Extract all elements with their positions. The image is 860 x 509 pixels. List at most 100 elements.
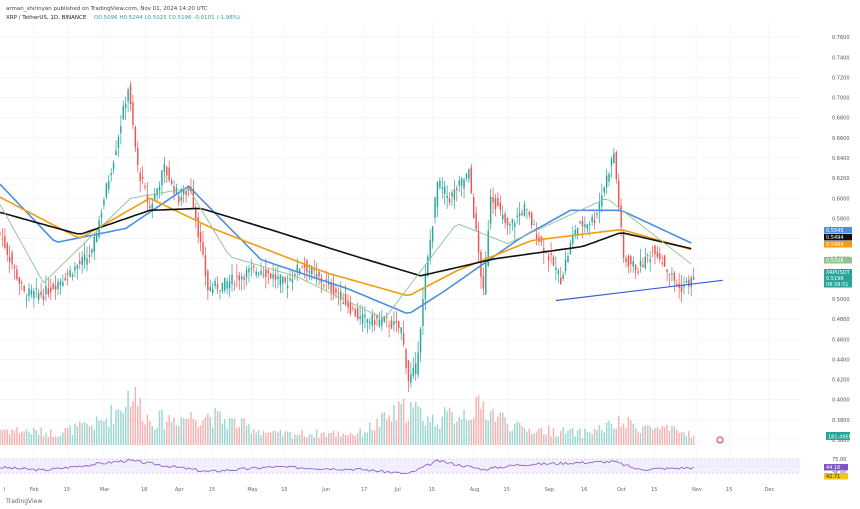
volume-bar xyxy=(591,434,593,445)
candle-body xyxy=(456,188,458,191)
candle-body xyxy=(260,270,262,275)
volume-bar xyxy=(35,430,37,445)
volume-bar xyxy=(163,428,166,445)
volume-bar xyxy=(443,407,446,445)
candle-body xyxy=(371,314,373,326)
candle-body xyxy=(543,248,545,253)
volume-bar xyxy=(8,434,11,445)
volume-bar xyxy=(337,431,340,445)
volume-bar xyxy=(88,426,91,445)
candle-body xyxy=(615,151,618,180)
candle-body xyxy=(407,360,410,382)
support-trendline[interactable] xyxy=(555,279,723,302)
candle-body xyxy=(642,264,644,268)
candle-body xyxy=(622,232,625,258)
volume-bar xyxy=(414,402,417,445)
candle-body xyxy=(572,234,574,244)
time-axis[interactable]: I Feb 15 Mar 18 Apr 15 May 15 Jun 17 Jul 15 Aug 15 Sep 1… xyxy=(4,487,775,493)
volume-bar xyxy=(170,422,173,445)
candle-body xyxy=(688,279,690,287)
candle-body xyxy=(344,294,347,305)
volume-bar xyxy=(405,422,407,445)
candle-body xyxy=(446,195,448,199)
candle-body xyxy=(683,285,685,287)
price-tick-label: 0.5000 xyxy=(832,297,850,303)
volume-bar xyxy=(23,431,25,445)
volume-bar xyxy=(16,426,18,445)
volume-bar xyxy=(30,434,33,445)
candle-body xyxy=(366,319,369,323)
candle-body xyxy=(673,272,676,281)
candle-body xyxy=(376,315,378,319)
candle-body xyxy=(388,325,390,327)
volume-bar xyxy=(523,427,526,445)
candle-body xyxy=(501,214,504,220)
candle-body xyxy=(651,250,654,252)
volume-bar xyxy=(562,427,564,445)
volume-bar xyxy=(306,437,308,445)
volume-bar xyxy=(209,417,211,445)
candle-body xyxy=(265,269,267,277)
symbol-title: XRP / TetherUS, 1D, BINANCE xyxy=(6,15,87,21)
volume-bar xyxy=(282,435,284,445)
candle-body xyxy=(465,173,468,179)
candle-body xyxy=(659,253,661,260)
volume-bar xyxy=(120,410,122,445)
moving-average-line xyxy=(0,183,692,314)
volume-bar xyxy=(509,431,511,445)
volume-bar xyxy=(550,436,552,445)
alert-icon[interactable] xyxy=(716,436,724,444)
volume-bar xyxy=(257,430,260,445)
volume-bar xyxy=(564,433,567,445)
volume-bar xyxy=(407,420,410,445)
candle-body xyxy=(654,245,656,255)
volume-bar xyxy=(647,425,649,445)
candle-body xyxy=(23,286,25,291)
rsi-line xyxy=(0,458,694,475)
candle-body xyxy=(364,314,366,318)
candle-body xyxy=(30,289,33,295)
candle-body xyxy=(327,282,330,285)
candle-body xyxy=(95,235,98,243)
time-tick-label: Jul xyxy=(394,487,401,493)
volume-bar xyxy=(33,427,35,445)
moving-average-line xyxy=(0,196,692,297)
volume-bar xyxy=(141,420,144,445)
volume-bar xyxy=(284,431,286,445)
volume-bar xyxy=(286,431,289,445)
candle-body xyxy=(547,255,550,261)
volume-bar xyxy=(274,430,277,445)
volume-bar xyxy=(470,419,473,445)
volume-bar xyxy=(93,429,95,445)
volume-bar xyxy=(262,431,265,445)
candle-body xyxy=(88,254,91,257)
candle-body xyxy=(661,262,663,264)
candle-body xyxy=(499,202,502,211)
price-label-bg xyxy=(824,275,852,282)
volume-bar xyxy=(240,418,243,445)
volume-bar xyxy=(472,418,475,445)
volume-bar xyxy=(347,435,349,445)
candle-body xyxy=(335,288,337,293)
volume-bar xyxy=(555,436,557,445)
candle-body xyxy=(112,162,115,170)
time-tick-label: Oct xyxy=(617,487,626,493)
candle-body xyxy=(139,172,141,182)
volume-bar xyxy=(248,423,250,445)
volume-bar xyxy=(504,417,506,445)
volume-bar xyxy=(272,431,274,445)
volume-bar xyxy=(175,425,178,445)
candle-body xyxy=(1,238,4,240)
candle-body xyxy=(13,266,16,268)
candle-body xyxy=(552,257,555,266)
volume-bar xyxy=(649,426,651,445)
candle-body xyxy=(412,367,415,376)
volume-bar xyxy=(637,431,639,445)
volume-bar xyxy=(390,421,393,445)
volume-bar xyxy=(253,429,255,445)
volume-bar xyxy=(634,427,637,445)
candle-body xyxy=(332,284,335,295)
candle-body xyxy=(427,256,429,276)
